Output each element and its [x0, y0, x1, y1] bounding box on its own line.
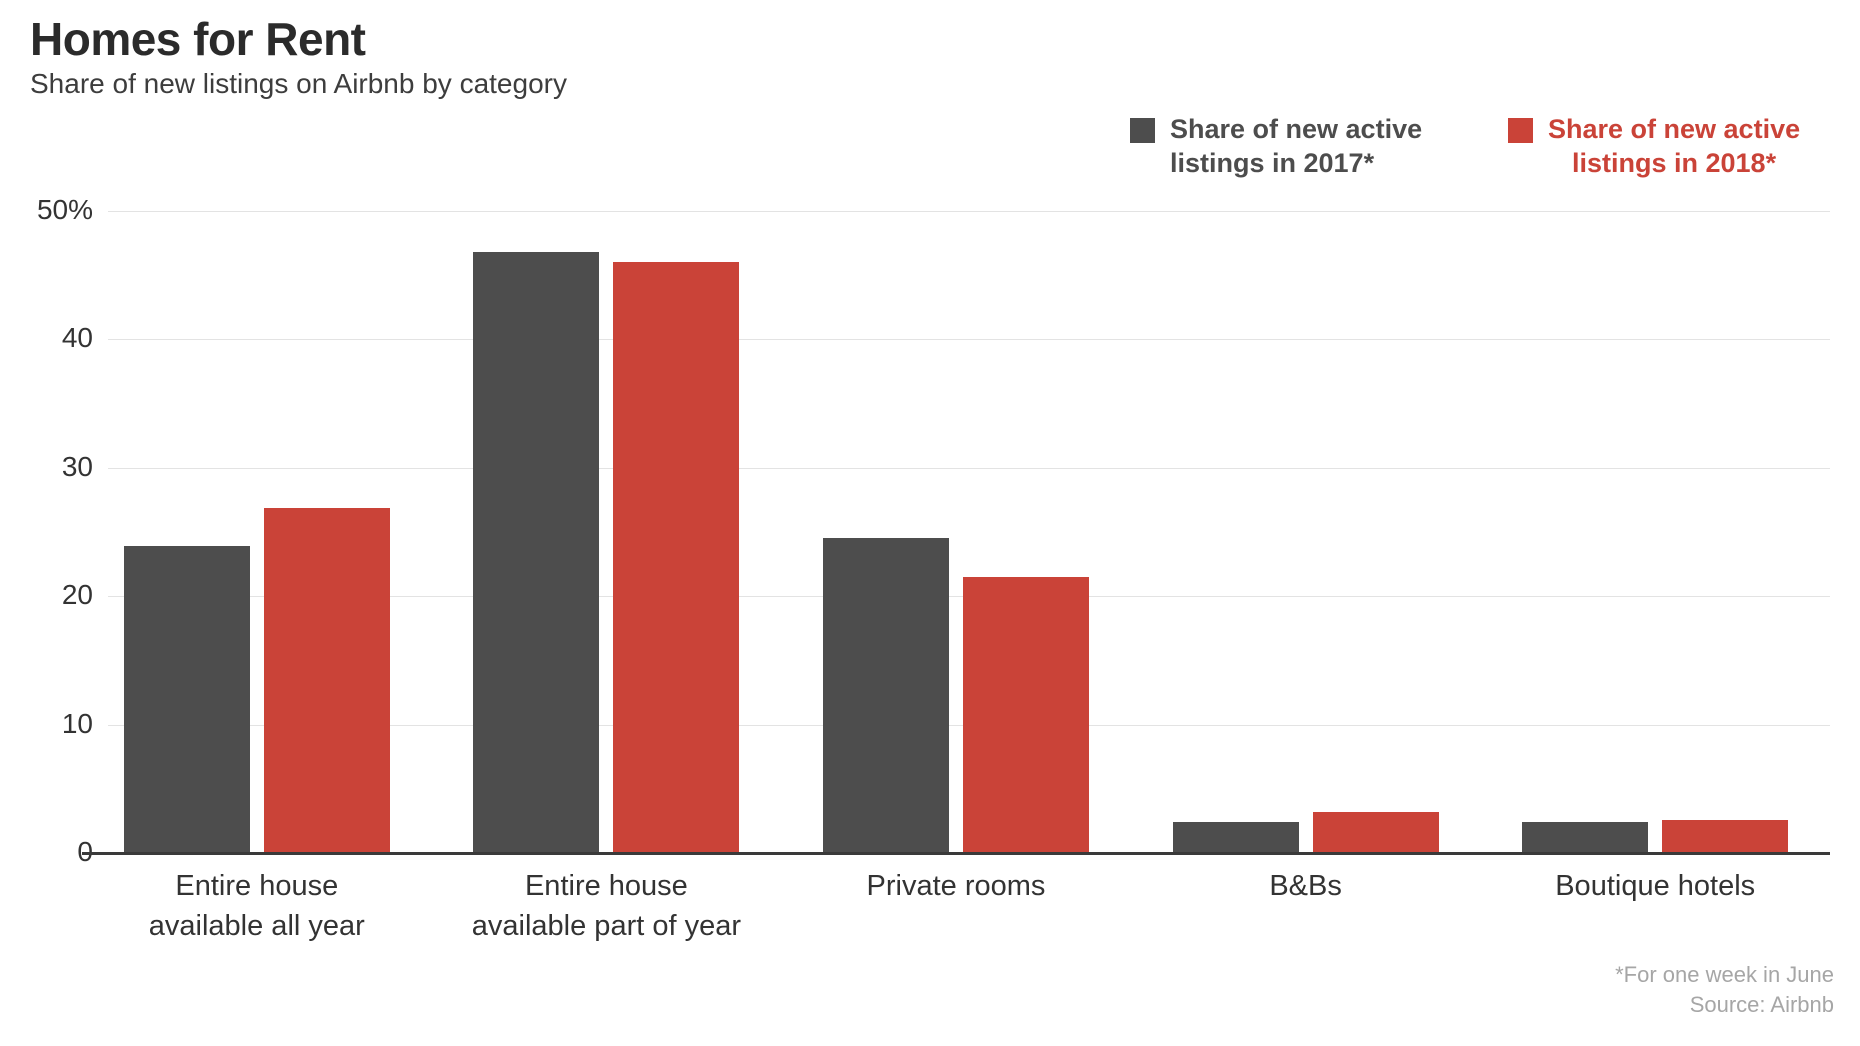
gridline-30 — [108, 467, 1830, 469]
gridline-50 — [108, 211, 1830, 212]
footnote: *For one week in June Source: Airbnb — [1615, 960, 1834, 1020]
legend-label: Share of new active listings in 2018* — [1548, 114, 1801, 178]
bar-series1-cat3 — [822, 538, 949, 853]
legend-swatch-icon — [1130, 118, 1155, 143]
bar-series1-cat1 — [123, 546, 250, 853]
y-tick-label-50: 50% — [36, 194, 93, 225]
category-label-5: Boutique hotels — [1555, 870, 1756, 902]
footnote-source-line: Source: Airbnb — [1689, 992, 1834, 1017]
bar-series2-cat3 — [962, 576, 1089, 853]
y-tick-label-30: 30 — [61, 450, 93, 482]
bar-group-2 — [432, 211, 782, 853]
category-label-1: Entire house available all year — [148, 870, 365, 942]
bar-series2-cat2 — [613, 262, 740, 853]
gridline-40 — [108, 339, 1830, 341]
legend-item-1: Share of new active listings in 2017* — [1130, 112, 1422, 180]
category-label-3: Private rooms — [866, 870, 1046, 902]
bar-group-5 — [1480, 211, 1830, 853]
bar-group-4 — [1131, 211, 1481, 853]
footnote-asterisk-line: *For one week in June — [1615, 962, 1834, 987]
bar-series2-cat4 — [1312, 811, 1439, 853]
y-tick-label-20: 20 — [61, 579, 93, 611]
category-label-4: B&Bs — [1269, 870, 1342, 902]
chart-title: Homes for Rent — [30, 13, 366, 65]
legend-label: Share of new active listings in 2017* — [1170, 114, 1423, 178]
bar-series1-cat5 — [1522, 822, 1649, 853]
bar-group-1 — [82, 211, 432, 853]
legend-item-2: Share of new active listings in 2018* — [1508, 112, 1800, 180]
x-axis-baseline — [82, 852, 1830, 855]
y-tick-label-10: 10 — [61, 707, 93, 739]
bar-group-3 — [781, 211, 1131, 853]
legend-swatch-icon — [1508, 118, 1533, 143]
y-tick-label-0: 0 — [18, 836, 93, 868]
bar-series2-cat5 — [1662, 819, 1789, 853]
bar-series2-cat1 — [263, 507, 390, 853]
category-label-2: Entire house available part of year — [471, 870, 741, 942]
chart-subtitle: Share of new listings on Airbnb by categ… — [30, 68, 567, 99]
bar-series1-cat4 — [1172, 822, 1299, 853]
legend: Share of new active listings in 2017* Sha… — [0, 112, 1860, 192]
y-tick-label-40: 40 — [61, 322, 93, 354]
bar-series1-cat2 — [473, 252, 600, 853]
